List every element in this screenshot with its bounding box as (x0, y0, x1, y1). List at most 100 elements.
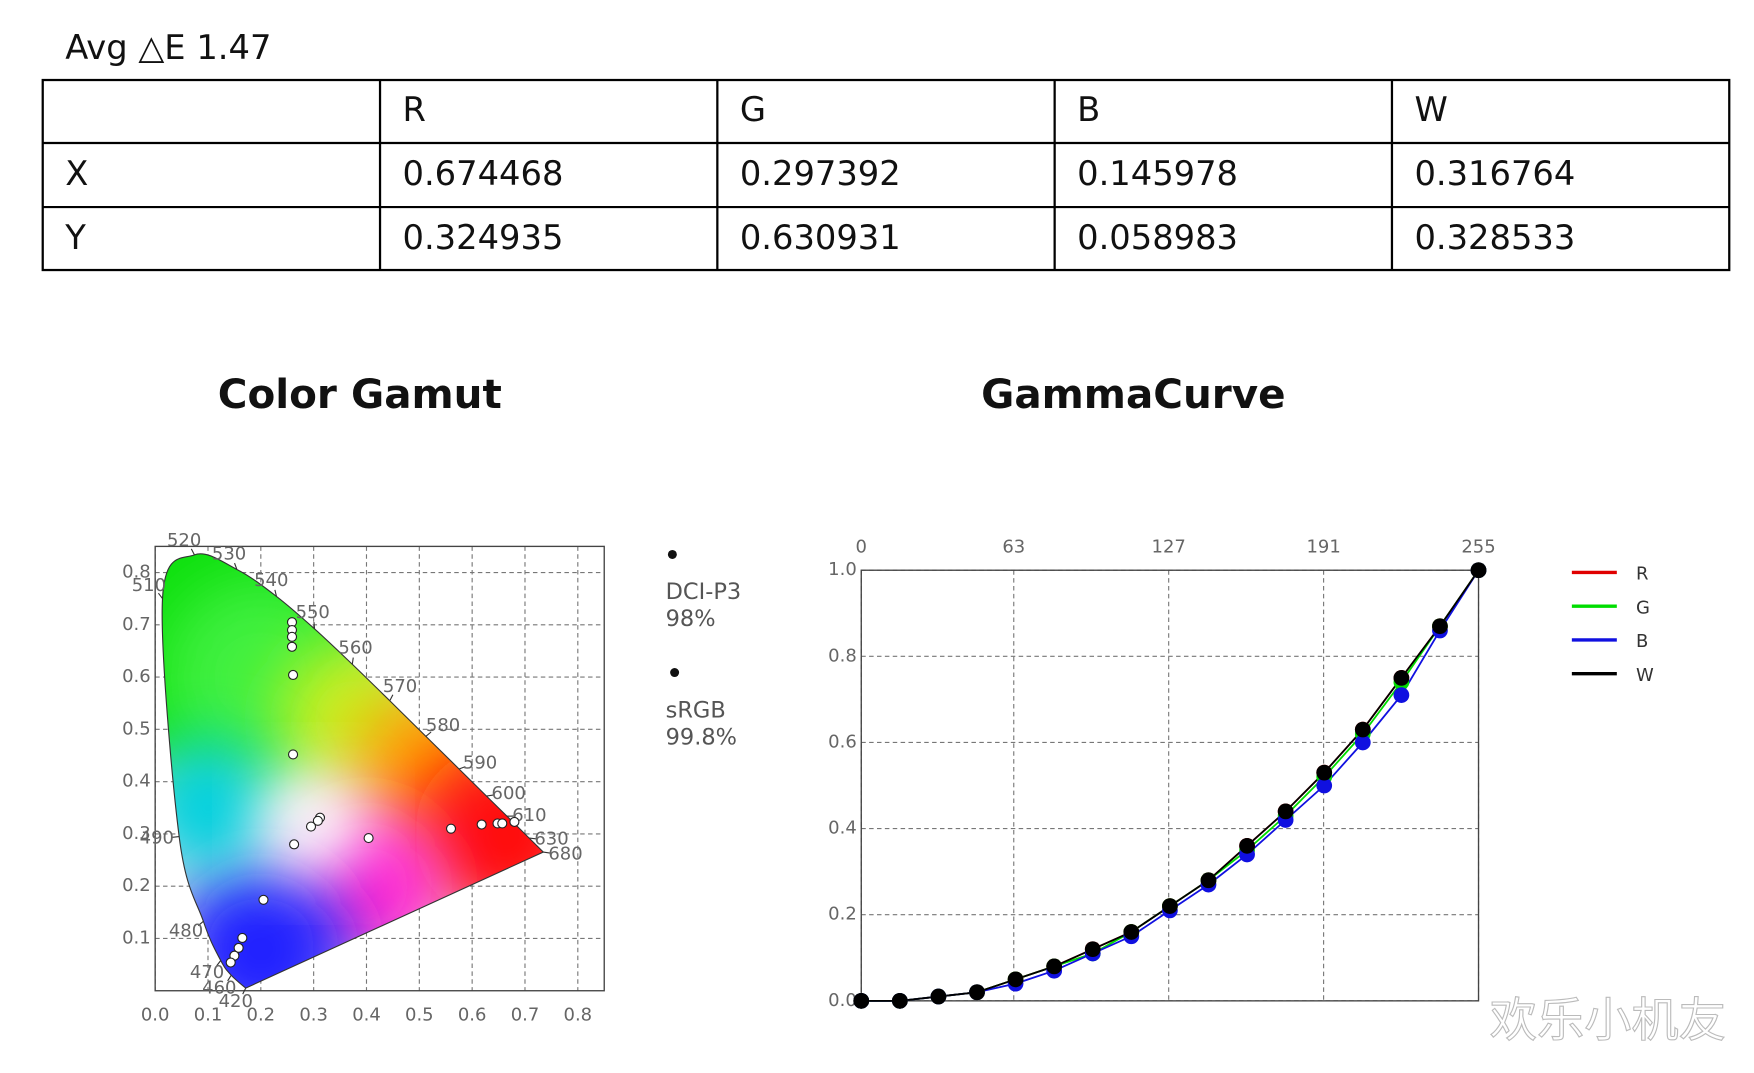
x-tick-label: 0.8 (564, 1004, 593, 1025)
wavelength-tick (172, 835, 180, 838)
gamut-point (312, 815, 323, 826)
table-cell: 0.674468 (403, 154, 564, 193)
wavelength-tick (227, 974, 232, 982)
series-marker (1277, 803, 1294, 820)
wavelength-tick (529, 837, 536, 840)
y-tick-label: 0.4 (122, 771, 151, 792)
series-marker (1084, 941, 1101, 958)
table-cell: 0.328533 (1414, 218, 1575, 257)
gamut-point (445, 823, 457, 834)
wavelength-label: 510 (132, 575, 166, 596)
chart-title: Color Gamut (218, 370, 502, 418)
wavelength-tick (274, 589, 278, 597)
gamut-point (289, 839, 300, 850)
note-name: DCI-P3 (666, 579, 742, 605)
wavelength-label: 460 (202, 978, 236, 999)
x-tick-label: 191 (1306, 537, 1340, 558)
gamut-point (476, 819, 487, 830)
table-cell: 0.630931 (740, 218, 901, 257)
chart-title: GammaCurve (981, 370, 1285, 418)
x-tick-label: 0.0 (141, 1004, 170, 1025)
wavelength-label: 540 (254, 570, 288, 591)
note-value: 99.8% (666, 724, 737, 750)
x-tick-label: 0.2 (247, 1004, 276, 1025)
table: R G B W X 0.674468 0.297392 0.145978 0.316764 Y 0.… (41, 78, 1731, 272)
series-marker (1162, 898, 1178, 914)
x-tick-label: 0 (856, 537, 867, 558)
y-tick-label: 0.6 (122, 666, 151, 687)
gamut-point (286, 631, 298, 642)
table-cell: 0.324935 (403, 218, 564, 257)
wavelength-tick (486, 794, 494, 797)
wavelength-label: 550 (296, 602, 330, 623)
y-tick-label: 1.0 (828, 559, 857, 580)
wavelength-tick (190, 548, 195, 556)
wavelength-label: 610 (512, 805, 546, 826)
note-dot (667, 549, 677, 559)
table-cell: 0.145978 (1077, 154, 1238, 193)
y-tick-label: 0.0 (828, 990, 857, 1011)
gamut-point (287, 669, 299, 681)
wavelength-tick (351, 657, 354, 665)
legend-label: W (1636, 665, 1654, 686)
wavelength-label: 570 (383, 676, 417, 697)
series-marker (1239, 837, 1255, 854)
note-dot (670, 668, 680, 678)
gamut-point (509, 816, 520, 827)
row-header: Y (64, 218, 86, 257)
wavelength-tick (425, 731, 432, 737)
y-tick-label: 0.6 (828, 731, 857, 752)
gamut-color (162, 740, 276, 876)
series-marker (969, 984, 985, 1001)
gamut-point (363, 833, 374, 844)
series-marker (1393, 687, 1410, 703)
x-tick-label: 0.4 (352, 1004, 381, 1025)
x-tick-label: 0.7 (511, 1004, 540, 1025)
gamut-point (497, 818, 508, 829)
wavelength-label: 560 (338, 638, 372, 659)
wavelength-tick (234, 562, 238, 570)
wavelength-tick (313, 622, 316, 629)
y-tick-label: 0.8 (122, 562, 151, 583)
column-header: G (740, 90, 766, 129)
gamut-point (286, 641, 298, 652)
series-marker (1316, 764, 1333, 781)
series-marker (1046, 958, 1063, 975)
series-marker (1316, 777, 1333, 794)
gamut-point (233, 942, 244, 953)
gamut-color (170, 858, 351, 989)
note-name: sRGB (666, 697, 726, 723)
gamut-color (413, 743, 544, 924)
row-header: X (65, 154, 88, 193)
avg-delta-e: Avg △E 1.47 (65, 28, 271, 67)
table-border (41, 78, 1731, 272)
gamut-point (305, 821, 317, 832)
x-tick-label: 127 (1152, 537, 1186, 558)
wavelength-label: 580 (426, 715, 460, 736)
wavelength-tick (157, 592, 163, 599)
y-tick-label: 0.4 (828, 818, 857, 839)
wavelength-tick (543, 851, 551, 854)
series-marker (1470, 562, 1487, 579)
wavelength-label: 470 (190, 962, 224, 983)
wavelength-tick (389, 694, 394, 702)
table-cell: 0.316764 (1414, 154, 1575, 193)
legend-label: B (1636, 631, 1648, 652)
series-line (861, 569, 1480, 1002)
y-tick-label: 0.2 (122, 875, 151, 896)
gamut-point (237, 932, 248, 944)
wavelength-label: 490 (140, 827, 174, 848)
y-tick-label: 0.5 (122, 718, 151, 739)
series-marker (1354, 734, 1371, 751)
wavelength-label: 680 (548, 844, 582, 865)
wavelength-tick (242, 987, 247, 995)
x-tick-label: 0.3 (299, 1004, 328, 1025)
series-line (861, 569, 1480, 1002)
series-marker (1354, 721, 1371, 738)
x-tick-label: 255 (1461, 537, 1495, 558)
x-tick-label: 0.6 (458, 1004, 487, 1025)
series-line (861, 569, 1480, 1002)
series-marker (1200, 872, 1217, 889)
series-marker (891, 992, 908, 1009)
